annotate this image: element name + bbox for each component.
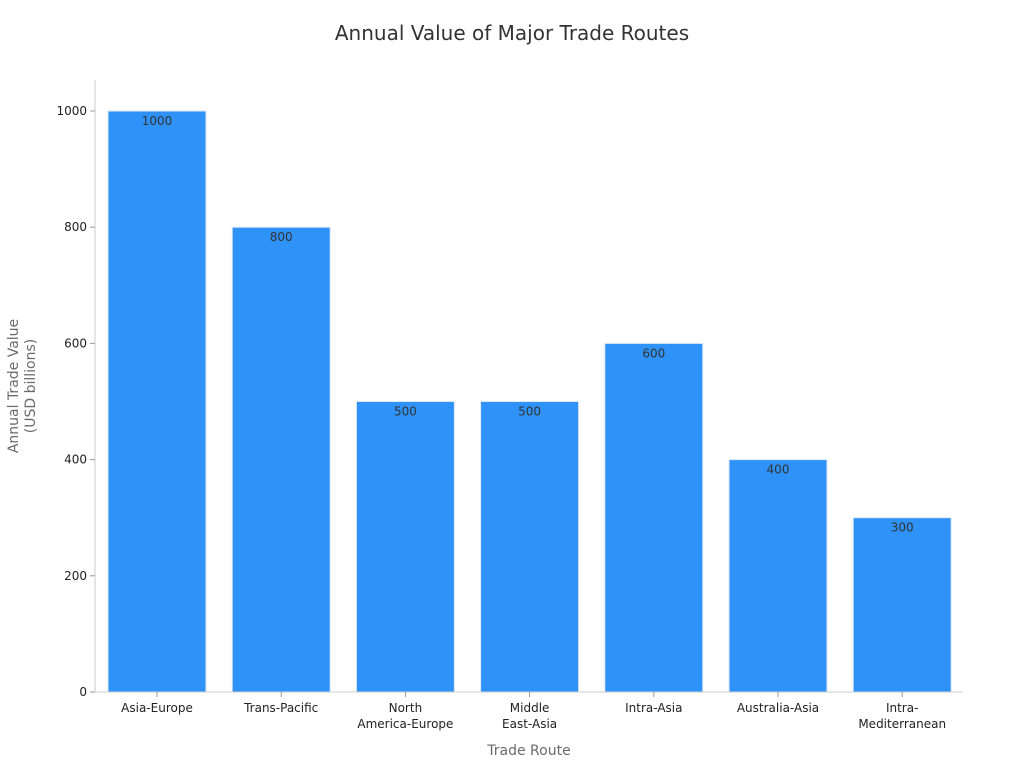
bar-value-label: 1000 [142,114,173,128]
bar [604,342,704,693]
y-tick-label: 0 [79,685,87,699]
x-tick-label-line: Australia-Asia [737,701,819,715]
x-tick-label: Intra- Mediterranean [858,701,946,731]
x-tick-label: Asia-Europe [121,701,193,715]
bar-value-label: 500 [518,405,541,419]
data-labels: 1000 800 500 500 600 400 300 [142,114,914,535]
bar-value-label: 500 [394,405,417,419]
bar [355,401,455,693]
bar [852,517,952,693]
x-tick-label: Trans-Pacific [243,701,318,715]
x-tick-label-line: Intra-Asia [625,701,682,715]
bar [480,401,580,693]
x-tick-label-line: Trans-Pacific [243,701,318,715]
bar-value-label: 400 [767,463,790,477]
x-tick-label-line: America-Europe [357,717,453,731]
x-ticks: Asia-Europe Trans-Pacific North America-Eur… [121,692,946,731]
axes [94,80,963,693]
x-tick-label: North America-Europe [357,701,453,731]
bar-value-label: 300 [891,521,914,535]
y-tick-label: 400 [64,453,87,467]
y-tick-label: 1000 [56,104,87,118]
y-axis-label-line: Annual Trade Value [6,319,22,453]
x-tick-label-line: Middle [510,701,550,715]
x-tick-label: Intra-Asia [625,701,682,715]
bar-value-label: 800 [270,230,293,244]
x-tick-label-line: Asia-Europe [121,701,193,715]
bar-value-label: 600 [642,346,665,360]
bar [107,110,207,693]
x-tick-label-line: North [389,701,423,715]
y-tick-label: 200 [64,569,87,583]
y-tick-label: 600 [64,336,87,350]
y-axis-label-text: Annual Trade Value(USD billions) [6,319,39,453]
y-axis-label: Annual Trade Value(USD billions) [6,319,39,453]
bar [231,226,331,693]
x-tick-label-line: Mediterranean [858,717,946,731]
chart-title: Annual Value of Major Trade Routes [335,21,689,45]
x-tick-label-line: Intra- [886,701,918,715]
x-tick-label-line: East-Asia [502,717,557,731]
x-tick-label: Australia-Asia [737,701,819,715]
y-ticks: 0 200 400 600 800 1000 [56,104,95,699]
bar [728,459,828,693]
y-axis-label-line: (USD billions) [23,339,39,433]
y-tick-label: 800 [64,220,87,234]
x-axis-label: Trade Route [486,743,570,759]
bars [107,110,952,693]
x-tick-label: Middle East-Asia [502,701,557,731]
